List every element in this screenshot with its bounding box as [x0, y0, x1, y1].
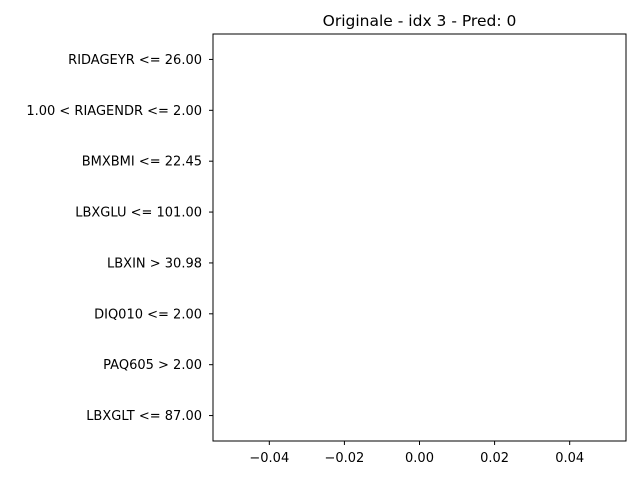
x-axis-ticks: −0.04 −0.02 0.00 0.02 0.04 — [249, 441, 584, 466]
y-tick-label: DIQ010 <= 2.00 — [94, 307, 202, 322]
y-tick-label: LBXGLU <= 101.00 — [75, 206, 202, 221]
x-tick-label: 0.00 — [405, 451, 434, 466]
x-tick-label: 0.02 — [480, 451, 509, 466]
y-axis-ticks: RIDAGEYR <= 26.00 1.00 < RIAGENDR <= 2.00… — [26, 53, 213, 424]
y-tick-label: BMXBMI <= 22.45 — [82, 155, 202, 170]
x-tick-label: 0.04 — [555, 451, 584, 466]
x-tick-label: −0.04 — [249, 451, 289, 466]
y-tick-label: LBXGLT <= 87.00 — [86, 409, 202, 424]
y-tick-label: LBXIN > 30.98 — [107, 256, 202, 271]
chart-title: Originale - idx 3 - Pred: 0 — [323, 12, 517, 30]
y-tick-label: PAQ605 > 2.00 — [103, 358, 202, 373]
y-tick-label: 1.00 < RIAGENDR <= 2.00 — [26, 104, 202, 119]
y-tick-label: RIDAGEYR <= 26.00 — [68, 53, 202, 68]
plot-frame — [212, 33, 627, 442]
x-tick-label: −0.02 — [324, 451, 364, 466]
